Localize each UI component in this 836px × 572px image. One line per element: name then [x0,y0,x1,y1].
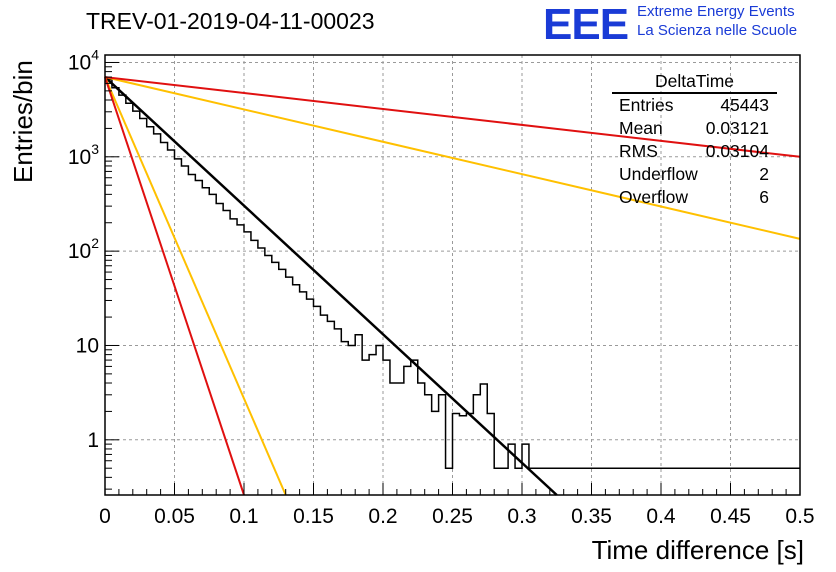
x-tick-label: 0.35 [571,505,612,528]
x-tick-label: 0.25 [432,505,473,528]
x-tick-label: 0 [99,505,111,528]
y-axis-label: Entries/bin [8,60,38,183]
fit-line [104,76,245,496]
x-tick-label: 0.5 [785,505,814,528]
x-tick-label: 0.3 [507,505,536,528]
stats-box-name: DeltaTime [612,70,777,94]
stats-label: Entries [619,95,674,115]
stats-label: Underflow [619,164,698,184]
x-tick-label: 0.2 [368,505,397,528]
stats-value: 0.03121 [705,118,769,138]
x-tick-label: 0.1 [229,505,258,528]
x-tick-label: 0.4 [646,505,676,528]
x-tick-label: 0.05 [154,505,195,528]
stats-value: 0.03104 [705,141,769,161]
stats-label: Overflow [619,187,689,207]
logo-tagline-1: Extreme Energy Events [637,3,795,20]
y-axis-ticks: 1 10 102 103 104 [68,46,119,490]
fit-line [104,76,801,240]
stats-label: Mean [619,118,663,138]
fit-line [104,76,558,496]
x-axis-label: Time difference [s] [591,535,804,565]
y-tick-label: 1 [87,429,99,452]
stats-row: RMS 0.03104 [612,140,777,163]
stats-value: 45443 [720,95,769,115]
fit-line [104,76,287,496]
chart-title: TREV-01-2019-04-11-00023 [86,8,375,34]
stats-box: DeltaTime Entries 45443 Mean 0.03121 RMS… [612,70,777,209]
logo-tagline-2: La Scienza nelle Scuole [637,22,798,39]
stats-label: RMS [619,141,658,161]
y-tick-label: 102 [68,235,99,263]
stats-row: Mean 0.03121 [612,117,777,140]
stats-row: Underflow 2 [612,163,777,186]
histogram-series [105,78,800,469]
stats-value: 2 [759,164,769,184]
y-tick-label: 103 [68,141,99,169]
y-tick-label: 104 [68,46,99,74]
y-tick-label: 10 [76,334,99,357]
fit-lines [104,76,801,496]
fit-line [104,76,801,158]
x-tick-label: 0.45 [710,505,751,528]
stats-value: 6 [759,187,769,207]
stats-row: Overflow 6 [612,186,777,209]
x-axis-ticks: 0 0.05 0.1 0.15 0.2 0.25 0.3 0.35 0.4 0.45 0.5 [99,483,815,528]
x-tick-label: 0.15 [293,505,334,528]
eee-logo: EEE [543,0,629,49]
stats-row: Entries 45443 [612,94,777,117]
histogram-bars [105,78,800,469]
